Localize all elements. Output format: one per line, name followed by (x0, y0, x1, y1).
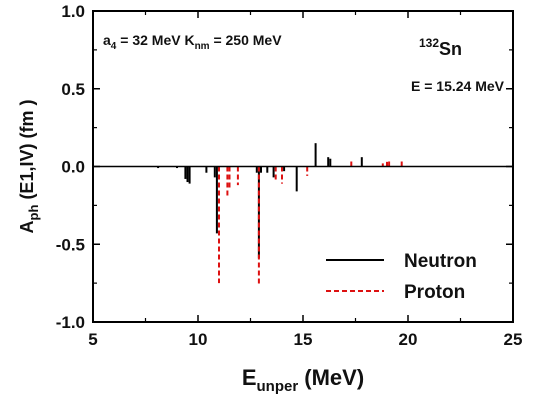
y-tick-label: -1.0 (56, 313, 85, 332)
nucleus-symbol: Sn (439, 39, 462, 59)
y-axis-title: Aph (E1,IV) (fm ) (17, 100, 41, 234)
y-tick-label: 1.0 (61, 2, 85, 21)
x-title-tail: (MeV) (298, 365, 364, 390)
params-annotation: a4 = 32 MeV Knm = 250 MeV (103, 32, 282, 52)
energy-annotation: E = 15.24 MeV (411, 78, 505, 94)
y-title-tail: (E1,IV) (fm ) (17, 100, 37, 205)
x-tick-label: 25 (504, 330, 523, 349)
params-a-sub: 4 (111, 41, 117, 52)
y-tick-label: -0.5 (56, 235, 85, 254)
params-mid: = 32 MeV K (116, 32, 194, 48)
x-axis-title: Eunper (MeV) (242, 365, 364, 395)
x-tick-label: 10 (189, 330, 208, 349)
y-title-main: A (17, 220, 37, 233)
x-tick-label: 20 (399, 330, 418, 349)
legend-proton-label: Proton (404, 282, 465, 303)
x-tick-label: 5 (88, 330, 97, 349)
nucleus-annotation: 132Sn (419, 36, 462, 59)
y-title-sub: ph (26, 205, 41, 221)
legend: Neutron Proton (326, 251, 477, 303)
params-k-sub: nm (195, 41, 210, 52)
x-tick-label: 15 (294, 330, 313, 349)
params-tail: = 250 MeV (210, 32, 283, 48)
legend-neutron-label: Neutron (404, 251, 477, 272)
x-title-main: E (242, 365, 257, 390)
params-a: a (103, 32, 111, 48)
ticks-layer: 5 10 15 20 25 -1.0 -0.5 0.0 0.5 1.0 (56, 2, 523, 349)
x-title-sub: unper (257, 378, 299, 395)
nucleus-mass: 132 (419, 36, 439, 50)
y-tick-label: 0.0 (61, 158, 85, 177)
bars-layer (157, 143, 403, 285)
y-tick-label: 0.5 (61, 80, 85, 99)
